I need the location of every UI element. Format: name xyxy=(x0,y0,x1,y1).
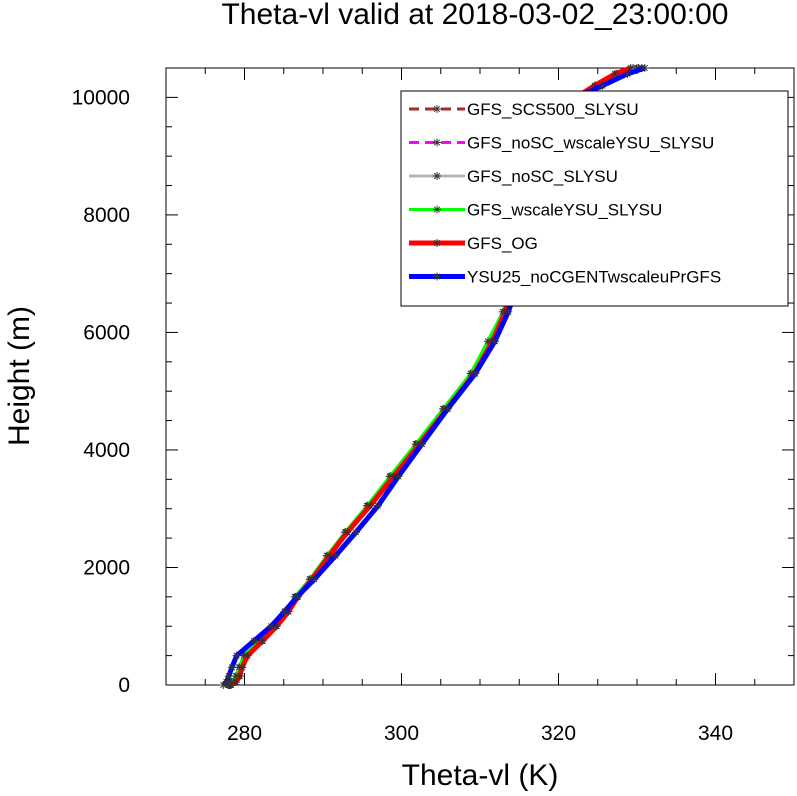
series-marker xyxy=(222,678,231,687)
series-marker xyxy=(258,636,267,645)
chart-title: Theta-vl valid at 2018-03-02_23:00:00 xyxy=(221,0,728,31)
series-marker xyxy=(219,681,228,689)
legend-box xyxy=(400,90,789,307)
series-marker xyxy=(351,528,360,537)
series-marker xyxy=(394,472,403,481)
series-marker xyxy=(238,663,247,672)
x-tick-label: 320 xyxy=(541,722,576,745)
y-tick-label: 6000 xyxy=(83,321,130,344)
series-marker xyxy=(433,205,441,214)
series-marker xyxy=(623,69,632,78)
series-marker xyxy=(280,607,289,616)
series-marker xyxy=(310,575,319,584)
series-marker xyxy=(598,81,607,90)
series-marker xyxy=(433,272,441,281)
y-axis-label: Height (m) xyxy=(3,306,36,446)
y-tick-label: 2000 xyxy=(83,556,130,579)
legend-label: GFS_noSC_SLYSU xyxy=(467,167,618,186)
y-tick-label: 0 xyxy=(118,674,130,697)
series-marker xyxy=(626,64,635,72)
series-marker xyxy=(331,551,340,560)
series-marker xyxy=(640,64,649,72)
series-marker xyxy=(267,622,276,631)
series-marker xyxy=(235,672,244,681)
legend-label: GFS_noSC_wscaleYSU_SLYSU xyxy=(467,134,714,153)
series-marker xyxy=(373,501,382,510)
series-marker xyxy=(325,551,334,560)
x-axis-label: Theta-vl (K) xyxy=(402,759,559,792)
series-marker xyxy=(483,337,492,346)
series-marker xyxy=(249,636,258,645)
legend-label: GFS_wscaleYSU_SLYSU xyxy=(467,201,662,220)
series-marker xyxy=(366,501,375,510)
series-marker xyxy=(224,672,233,681)
series-marker xyxy=(590,81,599,90)
series-marker xyxy=(343,528,352,537)
x-tick-label: 300 xyxy=(384,722,419,745)
series-marker xyxy=(227,663,236,672)
x-tick-label: 340 xyxy=(698,722,733,745)
series-marker xyxy=(471,369,480,378)
series-marker xyxy=(443,404,452,413)
series-marker xyxy=(231,678,240,687)
series-marker xyxy=(243,651,252,660)
series-marker xyxy=(433,239,441,247)
series-marker xyxy=(433,172,441,180)
series-marker xyxy=(490,337,499,346)
series-marker xyxy=(232,651,241,660)
series-marker xyxy=(417,440,426,449)
y-tick-label: 10000 xyxy=(72,86,130,109)
series-marker xyxy=(389,472,398,481)
legend-label: YSU25_noCGENTwscaleuPrGFS xyxy=(467,268,721,287)
series-marker xyxy=(293,592,302,601)
series-marker xyxy=(611,69,620,78)
x-tick-label: 280 xyxy=(227,722,262,745)
axis-ticks: 280 300 320 340 0 2000 4000 6000 8000 10000 xyxy=(72,67,795,745)
series-marker xyxy=(433,105,441,113)
legend-label: GFS_OG xyxy=(467,234,538,253)
y-tick-label: 8000 xyxy=(83,204,130,227)
series-marker xyxy=(272,622,281,631)
y-tick-label: 4000 xyxy=(83,439,130,462)
series-marker xyxy=(227,681,236,689)
legend: GFS_SCS500_SLYSU GFS_noSC_wscaleYSU_SLYSU… xyxy=(400,90,789,307)
series-marker xyxy=(504,307,513,316)
series-marker xyxy=(433,138,441,147)
legend-label: GFS_SCS500_SLYSU xyxy=(467,100,639,119)
